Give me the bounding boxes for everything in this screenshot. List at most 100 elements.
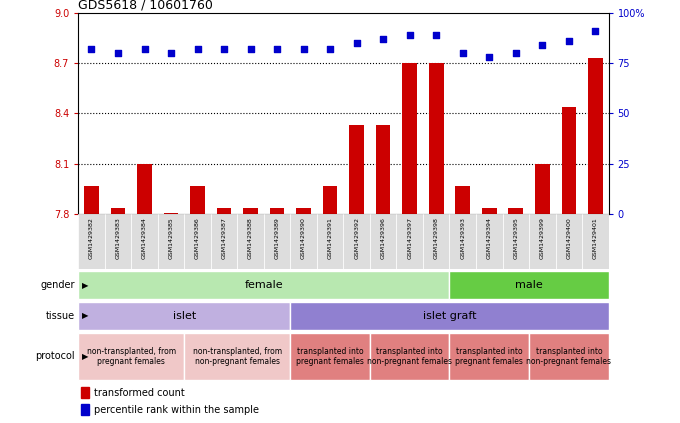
Point	[484, 54, 495, 60]
Bar	[184, 333, 290, 380]
Text: GSM1429385: GSM1429385	[169, 217, 173, 258]
Text: protocol: protocol	[35, 352, 75, 361]
Bar	[376, 125, 390, 214]
Bar	[529, 214, 556, 269]
Bar	[190, 187, 205, 214]
Bar	[449, 333, 529, 380]
Text: ▶: ▶	[82, 352, 88, 361]
Point	[165, 49, 176, 56]
Point	[298, 46, 309, 52]
Bar	[290, 302, 609, 330]
Bar	[350, 125, 364, 214]
Bar	[535, 164, 549, 214]
Text: transplanted into
pregnant females: transplanted into pregnant females	[296, 347, 364, 366]
Text: transplanted into
non-pregnant females: transplanted into non-pregnant females	[526, 347, 611, 366]
Point	[404, 31, 415, 38]
Bar	[509, 208, 523, 214]
Text: ▶: ▶	[82, 311, 88, 321]
Bar	[82, 387, 89, 398]
Bar	[562, 107, 576, 214]
Bar	[423, 214, 449, 269]
Text: GSM1429399: GSM1429399	[540, 217, 545, 259]
Bar	[158, 214, 184, 269]
Point	[325, 46, 336, 52]
Text: gender: gender	[40, 280, 75, 290]
Point	[139, 46, 150, 52]
Text: non-transplanted, from
pregnant females: non-transplanted, from pregnant females	[86, 347, 176, 366]
Text: female: female	[245, 280, 283, 290]
Bar	[296, 208, 311, 214]
Bar	[270, 208, 284, 214]
Point	[272, 46, 283, 52]
Bar	[482, 208, 496, 214]
Bar	[137, 164, 152, 214]
Text: GSM1429383: GSM1429383	[116, 217, 120, 258]
Text: GSM1429394: GSM1429394	[487, 217, 492, 259]
Bar	[429, 63, 443, 214]
Bar	[82, 404, 89, 415]
Text: GSM1429398: GSM1429398	[434, 217, 439, 258]
Point	[218, 46, 229, 52]
Bar	[78, 271, 449, 299]
Text: GSM1429393: GSM1429393	[460, 217, 465, 259]
Bar	[237, 214, 264, 269]
Point	[245, 46, 256, 52]
Point	[510, 49, 521, 56]
Bar	[84, 187, 99, 214]
Bar	[403, 63, 417, 214]
Bar	[317, 214, 343, 269]
Text: GSM1429392: GSM1429392	[354, 217, 359, 259]
Point	[86, 46, 97, 52]
Point	[563, 38, 574, 44]
Bar	[370, 214, 396, 269]
Bar	[78, 333, 184, 380]
Text: GSM1429396: GSM1429396	[381, 217, 386, 258]
Bar	[131, 214, 158, 269]
Text: transplanted into
non-pregnant females: transplanted into non-pregnant females	[367, 347, 452, 366]
Text: GSM1429384: GSM1429384	[142, 217, 147, 258]
Bar	[164, 213, 178, 214]
Point	[590, 27, 600, 34]
Point	[377, 36, 388, 42]
Bar	[476, 214, 503, 269]
Text: GSM1429386: GSM1429386	[195, 217, 200, 258]
Point	[192, 46, 203, 52]
Bar	[396, 214, 423, 269]
Bar	[449, 271, 609, 299]
Bar	[449, 214, 476, 269]
Bar	[184, 214, 211, 269]
Text: GSM1429397: GSM1429397	[407, 217, 412, 259]
Text: islet: islet	[173, 311, 196, 321]
Text: non-transplanted, from
non-pregnant females: non-transplanted, from non-pregnant fema…	[192, 347, 282, 366]
Text: tissue: tissue	[46, 311, 75, 321]
Bar	[78, 214, 105, 269]
Text: GSM1429395: GSM1429395	[513, 217, 518, 258]
Bar	[588, 58, 602, 214]
Bar	[456, 187, 470, 214]
Point	[537, 41, 547, 48]
Text: GSM1429401: GSM1429401	[593, 217, 598, 258]
Text: GSM1429382: GSM1429382	[89, 217, 94, 258]
Text: islet graft: islet graft	[423, 311, 476, 321]
Bar	[78, 302, 290, 330]
Text: GSM1429400: GSM1429400	[566, 217, 571, 258]
Text: percentile rank within the sample: percentile rank within the sample	[94, 405, 259, 415]
Text: transplanted into
pregnant females: transplanted into pregnant females	[456, 347, 523, 366]
Bar	[105, 214, 131, 269]
Point	[351, 39, 362, 46]
Point	[457, 49, 468, 56]
Bar	[243, 208, 258, 214]
Point	[113, 49, 124, 56]
Bar	[556, 214, 582, 269]
Text: GSM1429387: GSM1429387	[222, 217, 226, 258]
Bar	[290, 214, 317, 269]
Bar	[290, 333, 370, 380]
Bar	[217, 208, 231, 214]
Bar	[529, 333, 609, 380]
Bar	[370, 333, 449, 380]
Bar	[111, 208, 125, 214]
Bar	[323, 187, 337, 214]
Bar	[503, 214, 529, 269]
Bar	[582, 214, 609, 269]
Text: ▶: ▶	[82, 280, 88, 290]
